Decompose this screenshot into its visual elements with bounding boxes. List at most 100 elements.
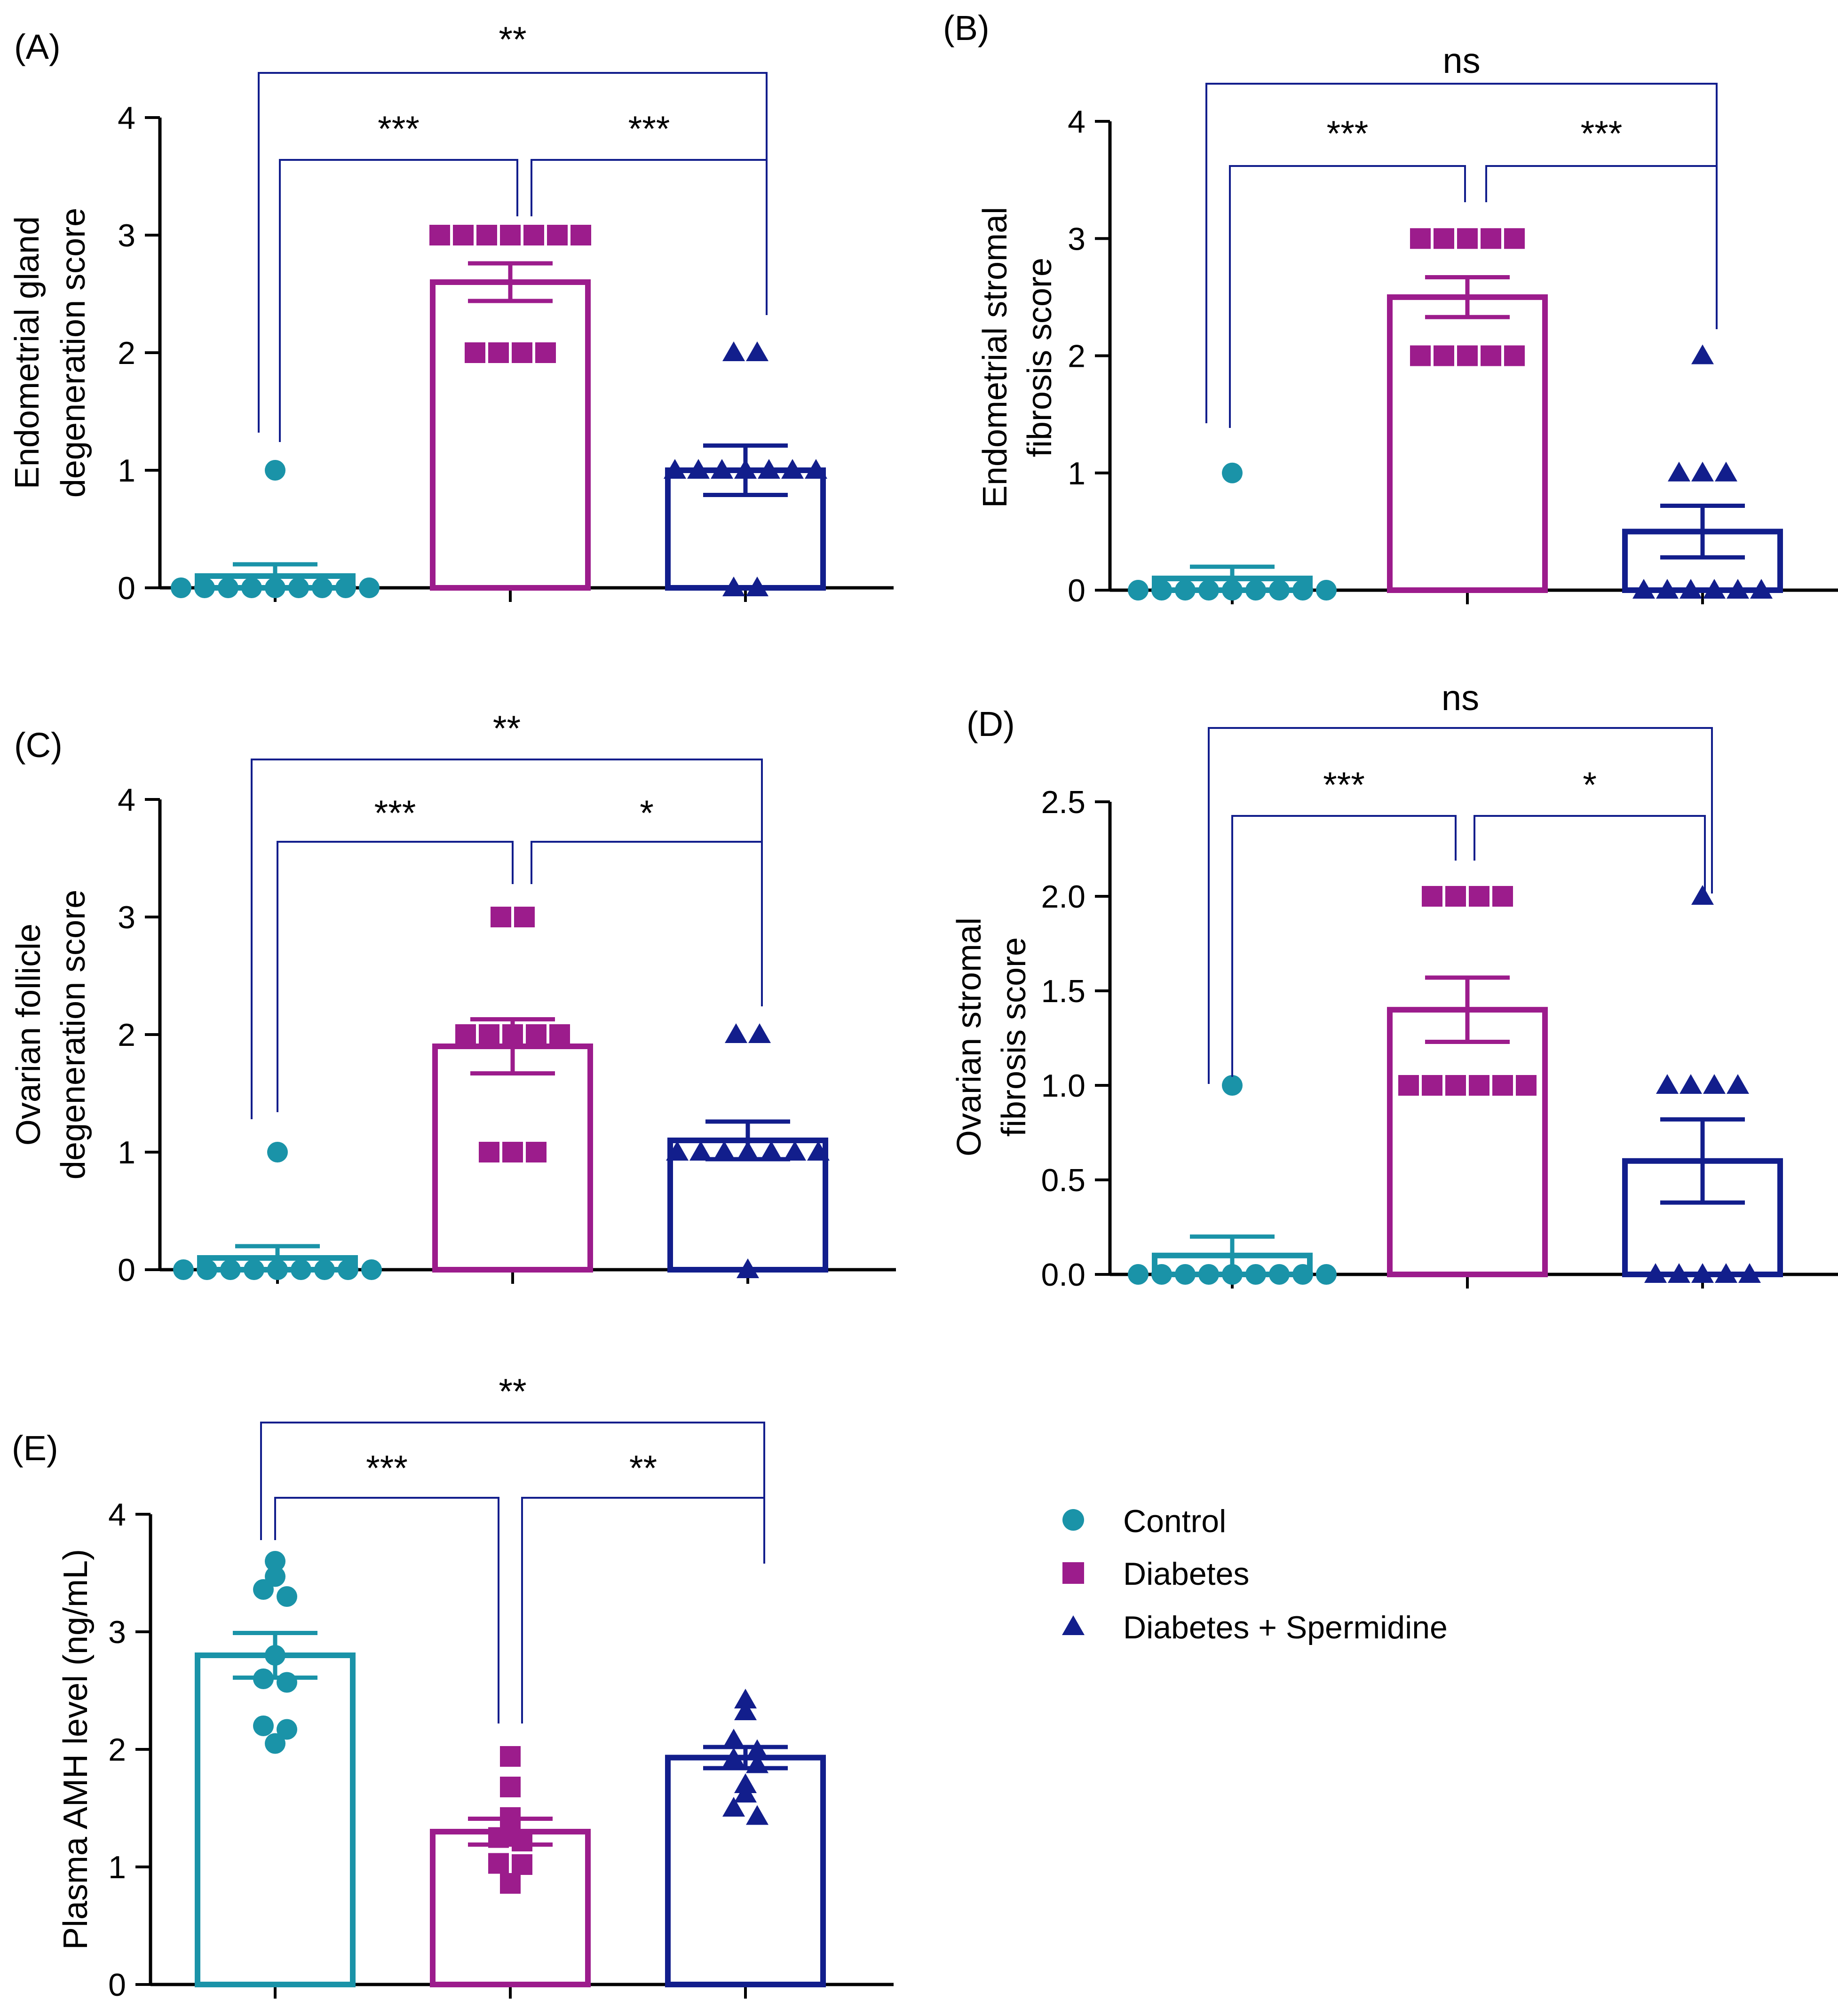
- data-point: [746, 1739, 768, 1759]
- data-point: [1738, 1263, 1761, 1283]
- y-tick-label: 0: [118, 1252, 135, 1288]
- data-point: [722, 1747, 745, 1767]
- data-point: [1691, 885, 1714, 905]
- data-point: [253, 1579, 274, 1600]
- data-point: [570, 225, 591, 245]
- data-point: [1128, 580, 1149, 601]
- data-point: [512, 1831, 532, 1851]
- data-point: [1222, 1264, 1243, 1285]
- data-point: [526, 1142, 547, 1162]
- significance-label: **: [499, 20, 526, 60]
- data-point: [1691, 344, 1714, 364]
- data-point: [512, 342, 532, 363]
- data-point: [734, 459, 757, 479]
- y-axis-label: degeneration score: [55, 890, 92, 1179]
- data-point: [1222, 462, 1243, 483]
- panel-label: (A): [14, 27, 61, 66]
- significance-bracket: [260, 1422, 765, 1564]
- y-tick-label: 0: [118, 570, 135, 606]
- data-point: [746, 341, 768, 361]
- significance-bracket: [279, 159, 518, 442]
- data-point: [1727, 1074, 1749, 1094]
- data-point: [535, 342, 556, 363]
- y-tick-label: 1: [108, 1850, 126, 1885]
- data-point: [220, 1259, 241, 1280]
- data-point: [1680, 579, 1702, 599]
- y-tick-label: 4: [1068, 104, 1085, 140]
- data-point: [1434, 228, 1454, 249]
- data-point: [523, 225, 544, 245]
- significance-bracket: [1474, 815, 1706, 893]
- legend-control-label: Control: [1123, 1503, 1226, 1539]
- data-point: [1445, 886, 1466, 907]
- y-tick-label: 0: [1068, 573, 1085, 609]
- y-tick-label: 3: [118, 218, 135, 253]
- data-point: [1715, 461, 1737, 482]
- y-axis-label: Ovarian stromal: [951, 917, 988, 1156]
- data-point: [1292, 580, 1313, 601]
- legend-spermidine-label: Diabetes + Spermidine: [1123, 1610, 1448, 1645]
- data-point: [1469, 1075, 1489, 1096]
- data-point: [1727, 579, 1749, 599]
- legend-diabetes-marker: [1062, 1562, 1084, 1584]
- significance-bracket: [1208, 727, 1713, 1084]
- data-point: [1668, 461, 1690, 482]
- data-point: [500, 1777, 521, 1797]
- significance-bracket: [274, 1497, 499, 1723]
- significance-label: ***: [378, 109, 420, 149]
- data-point: [500, 225, 521, 245]
- significance-bracket: [258, 72, 768, 433]
- y-axis-label: fibrosis score: [995, 937, 1033, 1137]
- data-point: [488, 342, 509, 363]
- data-point: [711, 459, 733, 479]
- data-point: [737, 1141, 759, 1161]
- data-point: [488, 1827, 509, 1848]
- data-point: [491, 907, 511, 927]
- data-point: [734, 1783, 757, 1803]
- data-point: [359, 577, 380, 598]
- data-point: [737, 1258, 759, 1278]
- significance-bracket: [251, 759, 763, 1119]
- data-point: [1457, 228, 1478, 249]
- y-tick-label: 1: [118, 1135, 135, 1170]
- data-point: [1703, 1074, 1726, 1094]
- data-point: [277, 1586, 297, 1607]
- data-point: [265, 1551, 285, 1572]
- significance-label: **: [493, 709, 521, 749]
- significance-bracket: [277, 841, 514, 1112]
- data-point: [1269, 1264, 1290, 1285]
- data-point: [194, 577, 215, 598]
- data-point: [1680, 1074, 1702, 1094]
- data-point: [1292, 1264, 1313, 1285]
- data-point: [1750, 579, 1773, 599]
- data-point: [1245, 1264, 1266, 1285]
- data-point: [488, 1853, 509, 1874]
- data-point: [1445, 1075, 1466, 1096]
- data-point: [722, 577, 745, 596]
- data-point: [197, 1259, 217, 1280]
- data-point: [1422, 1075, 1442, 1096]
- significance-bracket: [1231, 815, 1457, 1077]
- data-point: [253, 1668, 274, 1689]
- panel-b: (B) Endometrial stromal fibrosis score 0 1 2 3…: [943, 8, 1838, 609]
- y-tick-label: 4: [108, 1497, 126, 1533]
- data-point: [361, 1259, 382, 1280]
- data-point: [265, 577, 285, 598]
- data-point: [502, 1024, 523, 1045]
- data-point: [689, 1141, 712, 1161]
- data-point: [722, 341, 745, 361]
- data-point: [547, 225, 568, 245]
- data-point: [748, 1023, 771, 1043]
- significance-label: ***: [374, 793, 416, 833]
- data-point: [746, 577, 768, 596]
- data-point: [502, 1142, 523, 1162]
- y-tick-label: 3: [108, 1614, 126, 1650]
- data-point: [267, 1259, 288, 1280]
- y-tick-label: 4: [118, 100, 135, 136]
- data-point: [173, 1259, 194, 1280]
- y-tick-label: 2: [1068, 339, 1085, 374]
- data-point: [512, 1854, 532, 1875]
- data-point: [1504, 345, 1525, 366]
- y-axis-label: Endometrial gland: [8, 216, 46, 489]
